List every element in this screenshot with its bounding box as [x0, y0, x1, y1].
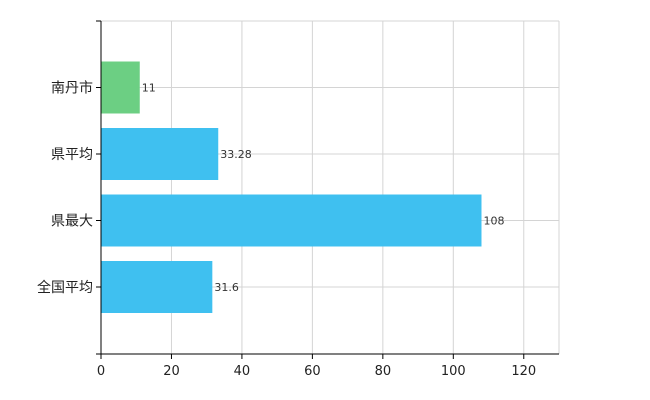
- x-tick-label: 20: [163, 364, 180, 379]
- data-label: 11: [142, 82, 156, 95]
- axes: [96, 20, 559, 359]
- data-label: 33.28: [220, 148, 252, 161]
- x-tick-label: 60: [304, 364, 321, 379]
- x-tick-label: 100: [441, 364, 466, 379]
- bar: [101, 261, 213, 313]
- y-category-label: 県平均: [51, 147, 93, 163]
- bars-group: [101, 61, 482, 313]
- bar: [101, 61, 140, 114]
- x-tick-label: 120: [511, 364, 536, 379]
- x-tick-label: 40: [234, 364, 251, 379]
- bar: [101, 194, 482, 247]
- y-category-label: 全国平均: [37, 279, 93, 296]
- y-category-label: 県最大: [51, 214, 93, 230]
- data-label: 31.6: [214, 281, 239, 294]
- x-tick-label: 80: [375, 364, 392, 379]
- x-tick-label: 0: [97, 364, 105, 379]
- bar: [101, 128, 219, 180]
- y-category-label: 南丹市: [51, 80, 93, 97]
- data-label: 108: [483, 215, 504, 228]
